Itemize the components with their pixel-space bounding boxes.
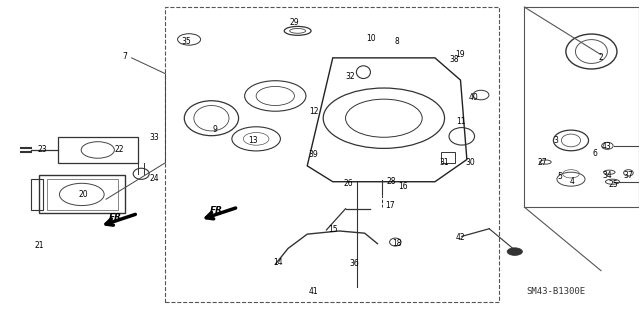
Text: 35: 35 xyxy=(181,38,191,47)
Text: 8: 8 xyxy=(394,38,399,47)
Text: 25: 25 xyxy=(609,181,619,189)
Text: 6: 6 xyxy=(592,149,597,158)
Text: 42: 42 xyxy=(456,233,465,242)
Bar xyxy=(442,152,456,163)
Text: 40: 40 xyxy=(468,93,478,102)
Text: 31: 31 xyxy=(440,158,449,167)
Text: 16: 16 xyxy=(398,182,408,191)
Text: 33: 33 xyxy=(149,133,159,142)
Text: 11: 11 xyxy=(456,117,465,126)
Text: 27: 27 xyxy=(538,158,547,167)
Text: 22: 22 xyxy=(114,145,124,154)
Text: FR.: FR. xyxy=(109,213,125,222)
Bar xyxy=(524,7,639,207)
Bar xyxy=(47,179,118,210)
Text: 21: 21 xyxy=(35,241,44,250)
Text: 41: 41 xyxy=(309,287,319,296)
Bar xyxy=(31,179,43,210)
Text: 3: 3 xyxy=(554,136,559,145)
Text: 32: 32 xyxy=(346,72,355,81)
Text: 37: 37 xyxy=(623,171,634,180)
Text: 19: 19 xyxy=(456,50,465,59)
Text: 14: 14 xyxy=(274,258,284,267)
Text: 12: 12 xyxy=(309,108,318,116)
Text: 24: 24 xyxy=(149,174,159,183)
Text: 17: 17 xyxy=(385,201,395,210)
Text: 26: 26 xyxy=(344,179,353,188)
Text: 23: 23 xyxy=(37,145,47,154)
Text: 5: 5 xyxy=(557,173,562,182)
Text: 39: 39 xyxy=(308,150,319,159)
Text: 15: 15 xyxy=(328,225,337,234)
Text: 10: 10 xyxy=(366,34,376,43)
Text: SM43-B1300E: SM43-B1300E xyxy=(527,287,586,296)
Text: 13: 13 xyxy=(248,136,258,145)
Bar xyxy=(58,137,138,163)
Text: FR.: FR. xyxy=(209,206,226,215)
Text: 20: 20 xyxy=(79,190,88,199)
Text: 9: 9 xyxy=(212,125,217,134)
Text: 36: 36 xyxy=(349,259,359,268)
Text: 7: 7 xyxy=(123,52,127,61)
Text: 30: 30 xyxy=(465,158,475,167)
Text: 34: 34 xyxy=(602,171,612,180)
Text: 28: 28 xyxy=(387,177,396,186)
Text: 43: 43 xyxy=(601,142,611,151)
Text: 29: 29 xyxy=(290,19,300,27)
Text: 18: 18 xyxy=(392,239,401,248)
Text: 4: 4 xyxy=(570,177,575,186)
Text: 38: 38 xyxy=(449,55,459,64)
Circle shape xyxy=(507,248,522,256)
Bar xyxy=(166,7,499,302)
Bar xyxy=(39,175,125,213)
Text: 2: 2 xyxy=(598,53,604,62)
